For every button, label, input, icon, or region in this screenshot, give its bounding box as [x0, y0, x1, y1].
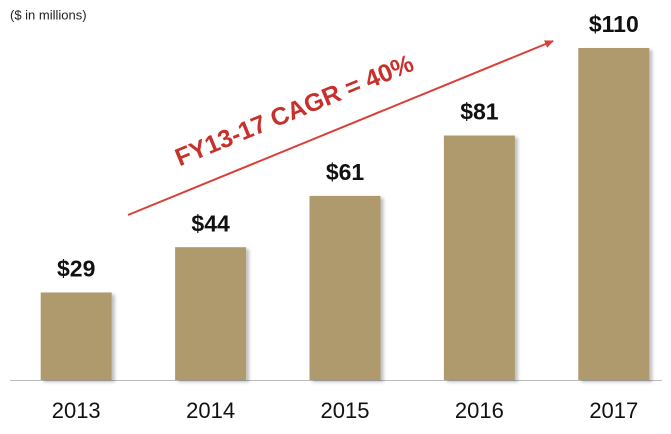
value-label: $61	[326, 159, 365, 185]
bar	[40, 292, 112, 380]
value-label: $29	[57, 256, 95, 282]
value-label: $81	[460, 99, 499, 125]
value-label: $44	[191, 210, 230, 236]
x-tick-label: 2017	[589, 398, 638, 423]
value-label: $110	[589, 11, 639, 37]
bar	[309, 195, 381, 380]
x-tick-label: 2014	[186, 398, 235, 423]
bar	[175, 247, 247, 380]
x-tick-label: 2015	[321, 398, 370, 423]
bar	[443, 135, 515, 380]
x-tick-label: 2016	[455, 398, 504, 423]
subtitle: ($ in millions)	[10, 7, 87, 22]
trend-arrow	[127, 40, 554, 216]
bar	[578, 48, 650, 380]
x-tick-label: 2013	[52, 398, 101, 423]
